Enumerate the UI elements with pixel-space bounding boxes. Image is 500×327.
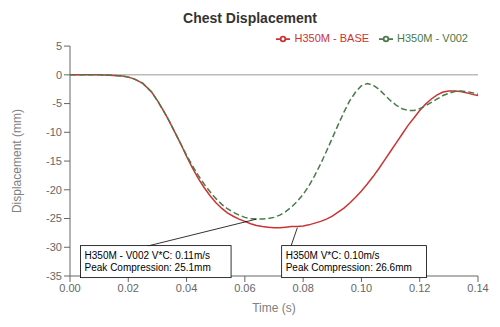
- svg-text:H350M - V002 V*C: 0.11m/s: H350M - V002 V*C: 0.11m/s: [85, 250, 210, 261]
- svg-text:Peak Compression: 26.6mm: Peak Compression: 26.6mm: [286, 262, 412, 273]
- svg-text:Time (s): Time (s): [252, 301, 296, 315]
- svg-text:0.14: 0.14: [467, 282, 488, 294]
- svg-text:0: 0: [56, 69, 62, 81]
- svg-text:0.08: 0.08: [292, 282, 313, 294]
- svg-text:-35: -35: [46, 270, 62, 282]
- svg-text:-20: -20: [46, 184, 62, 196]
- svg-text:Displacement (mm): Displacement (mm): [10, 109, 24, 213]
- svg-text:0.02: 0.02: [118, 282, 139, 294]
- svg-text:0.12: 0.12: [409, 282, 430, 294]
- svg-text:Peak Compression: 25.1mm: Peak Compression: 25.1mm: [85, 262, 211, 273]
- svg-text:H350M V*C: 0.10m/s: H350M V*C: 0.10m/s: [286, 250, 380, 261]
- html-text:H350M - V002: H350M - V002: [397, 32, 468, 44]
- html-text:Chest Displacement: Chest Displacement: [183, 10, 317, 26]
- html-text:H350M - BASE: H350M - BASE: [294, 32, 370, 44]
- svg-text:-25: -25: [46, 212, 62, 224]
- svg-text:0.06: 0.06: [234, 282, 255, 294]
- svg-text:0.04: 0.04: [176, 282, 197, 294]
- svg-text:0.00: 0.00: [59, 282, 80, 294]
- svg-text:-5: -5: [52, 97, 62, 109]
- svg-text:-15: -15: [46, 155, 62, 167]
- svg-text:5: 5: [56, 40, 62, 52]
- svg-text:0.10: 0.10: [351, 282, 372, 294]
- svg-text:-30: -30: [46, 241, 62, 253]
- svg-text:-10: -10: [46, 126, 62, 138]
